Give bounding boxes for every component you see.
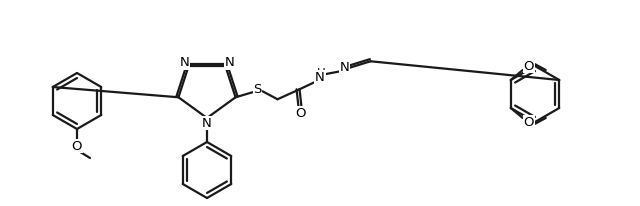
Text: N: N xyxy=(315,71,324,84)
Text: O: O xyxy=(524,60,534,73)
Text: H: H xyxy=(317,67,326,80)
Text: O: O xyxy=(524,116,534,129)
Text: N: N xyxy=(225,56,234,69)
Text: S: S xyxy=(253,83,262,96)
Text: N: N xyxy=(179,56,189,69)
Text: N: N xyxy=(202,117,212,130)
Text: O: O xyxy=(295,107,306,120)
Text: N: N xyxy=(340,61,349,74)
Text: O: O xyxy=(72,139,83,152)
